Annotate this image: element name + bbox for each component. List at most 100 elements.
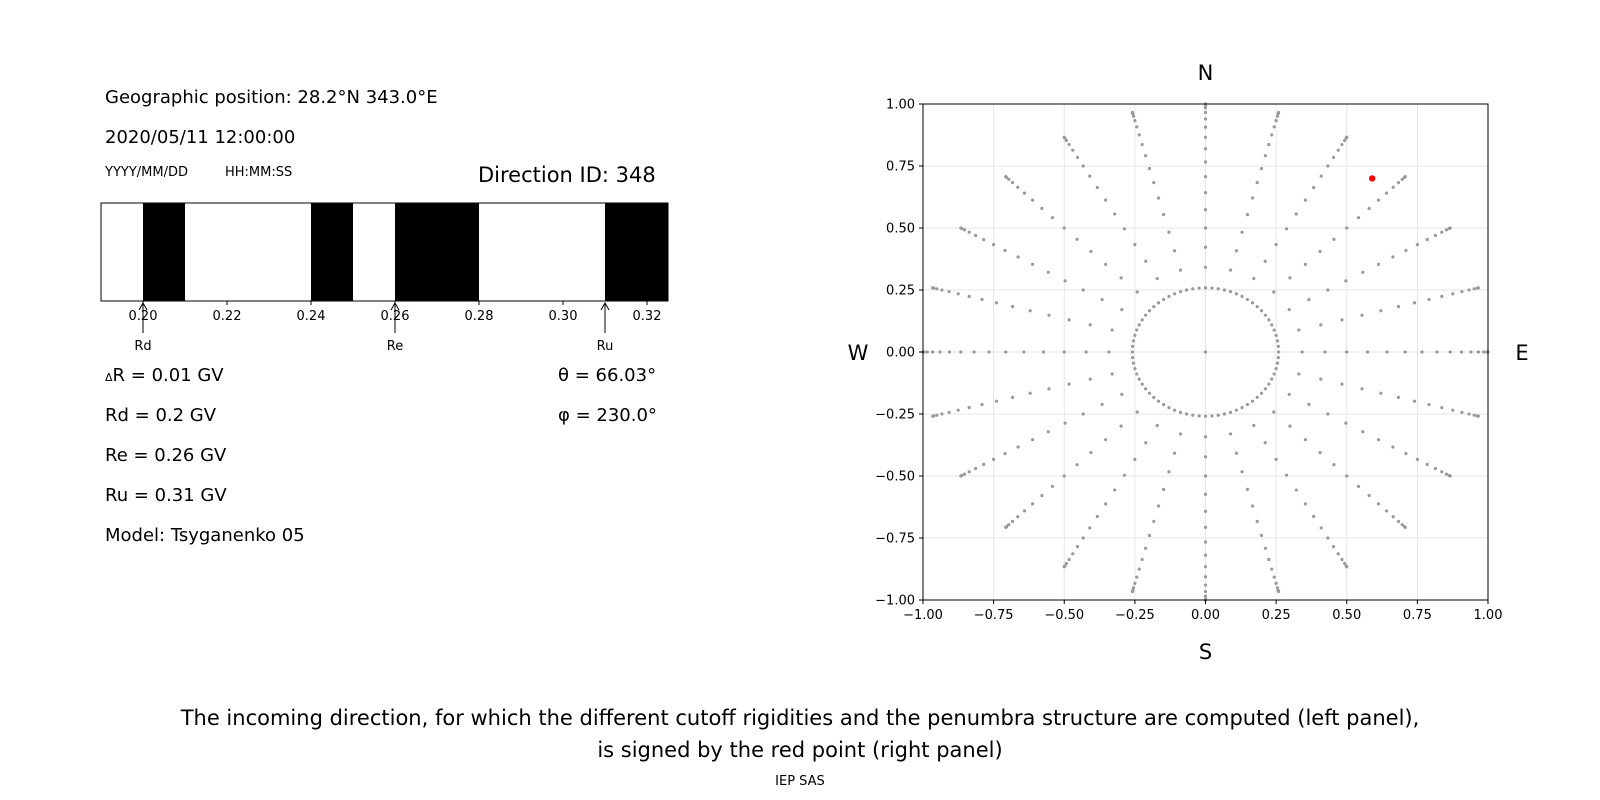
direction-grid-point: [1022, 350, 1026, 354]
time-format-label: HH:MM:SS: [225, 165, 293, 180]
x-tick-label: −0.25: [1115, 608, 1155, 623]
direction-grid-point: [1448, 350, 1452, 354]
direction-grid-point: [1062, 565, 1066, 569]
direction-grid-point: [1400, 523, 1404, 527]
direction-grid-point: [1133, 119, 1137, 123]
x-tick-label: −0.50: [1044, 608, 1084, 623]
marker-arrow-head: [390, 301, 400, 311]
direction-grid-point: [1245, 487, 1250, 491]
direction-grid-point: [1184, 412, 1189, 416]
direction-grid-point: [1022, 509, 1027, 513]
direction-grid-point: [1396, 305, 1401, 309]
caption-line-2: is signed by the red point (right panel): [597, 738, 1003, 762]
direction-grid-point: [1345, 474, 1349, 478]
direction-grid-point: [1063, 279, 1067, 283]
direction-grid-point: [1067, 557, 1071, 562]
direction-grid-point: [1326, 164, 1330, 168]
direction-grid-point: [1203, 147, 1208, 151]
direction-grid-point: [1303, 502, 1307, 506]
direction-grid-point: [1234, 249, 1239, 253]
direction-grid-point: [1010, 181, 1015, 185]
direction-grid-point: [1007, 177, 1011, 181]
forbidden-band-3: [605, 203, 668, 301]
direction-grid-point: [1203, 414, 1208, 418]
direction-grid-point: [1274, 333, 1278, 337]
direction-grid-point: [1062, 474, 1066, 478]
direction-grid-point: [1197, 414, 1201, 418]
direction-grid-point: [1135, 290, 1139, 294]
direction-id: Direction ID: 348: [478, 163, 656, 187]
direction-grid-point: [1040, 494, 1044, 498]
direction-grid-point: [1028, 391, 1032, 395]
direction-grid-point: [1004, 350, 1008, 354]
direction-grid-point: [1016, 445, 1020, 449]
direction-grid-point: [1476, 350, 1480, 354]
direction-grid-point: [1274, 367, 1278, 371]
direction-grid-point: [1156, 504, 1161, 508]
direction-grid-point: [956, 292, 960, 296]
direction-grid-point: [1444, 228, 1449, 232]
direction-grid-point: [1245, 212, 1250, 217]
direction-grid-point: [1147, 309, 1152, 313]
direction-grid-point: [1081, 412, 1085, 416]
direction-grid-point: [1203, 160, 1208, 164]
direction-grid-point: [1104, 198, 1108, 202]
direction-grid-point: [1203, 208, 1208, 212]
direction-grid-point: [1272, 125, 1276, 129]
direction-grid-point: [1396, 395, 1401, 399]
direction-grid-point: [1427, 297, 1431, 302]
direction-grid-point: [974, 466, 978, 471]
direction-grid-point: [1030, 198, 1035, 202]
marker-arrow-head: [600, 301, 610, 311]
direction-grid-point: [1277, 350, 1281, 354]
theta-value: θ = 66.03°: [558, 365, 657, 386]
direction-grid-point: [1472, 413, 1476, 417]
direction-grid-point: [1303, 198, 1307, 202]
direction-grid-point: [1203, 594, 1208, 598]
model-name: Model: Tsyganenko 05: [105, 525, 305, 546]
direction-grid-point: [1228, 290, 1233, 294]
direction-grid-point: [1222, 412, 1227, 416]
direction-grid-point: [1081, 288, 1085, 292]
direction-grid-point: [1064, 138, 1068, 143]
direction-grid-point: [1067, 142, 1071, 147]
x-tick-label: 1.00: [1474, 608, 1503, 623]
direction-grid-point: [1203, 492, 1208, 496]
direction-grid-point: [1110, 372, 1114, 376]
direction-grid-point: [1144, 441, 1148, 445]
direction-grid-point: [1404, 248, 1408, 253]
direction-grid-point: [982, 462, 986, 466]
direction-grid-point: [1467, 412, 1471, 416]
delta-symbol: Δ: [105, 371, 113, 384]
direction-grid-point: [1427, 402, 1431, 407]
direction-grid-point: [1203, 575, 1208, 579]
direction-grid-point: [1340, 382, 1344, 386]
direction-grid-point: [956, 408, 960, 412]
direction-grid-point: [1384, 509, 1389, 513]
direction-grid-point: [1016, 515, 1020, 519]
direction-grid-point: [1345, 135, 1349, 139]
y-tick-label: 0.75: [886, 160, 915, 175]
x-tick-label: 0.25: [1262, 608, 1291, 623]
direction-grid-point: [1482, 350, 1486, 354]
direction-grid-point: [1451, 408, 1455, 412]
direction-grid-point: [1197, 286, 1201, 290]
direction-grid-point: [1161, 402, 1166, 407]
direction-grid-point: [1459, 350, 1464, 354]
direction-grid-point: [1259, 391, 1264, 395]
direction-grid-point: [959, 474, 963, 478]
direction-grid-point: [1228, 410, 1233, 414]
direction-grid-point: [1135, 372, 1139, 376]
direction-grid-point: [1137, 567, 1141, 571]
direction-grid-point: [1120, 392, 1124, 397]
direction-grid-point: [1376, 198, 1381, 202]
direction-grid-point: [1089, 249, 1093, 254]
forbidden-band-0: [143, 203, 185, 301]
direction-grid-point: [1152, 395, 1156, 399]
direction-grid-point: [1259, 166, 1264, 171]
direction-grid-point: [1274, 581, 1278, 585]
direction-grid-point: [1404, 451, 1408, 456]
direction-grid-point: [1104, 502, 1108, 506]
direction-grid-point: [1203, 135, 1208, 139]
direction-grid-point: [1420, 350, 1424, 354]
